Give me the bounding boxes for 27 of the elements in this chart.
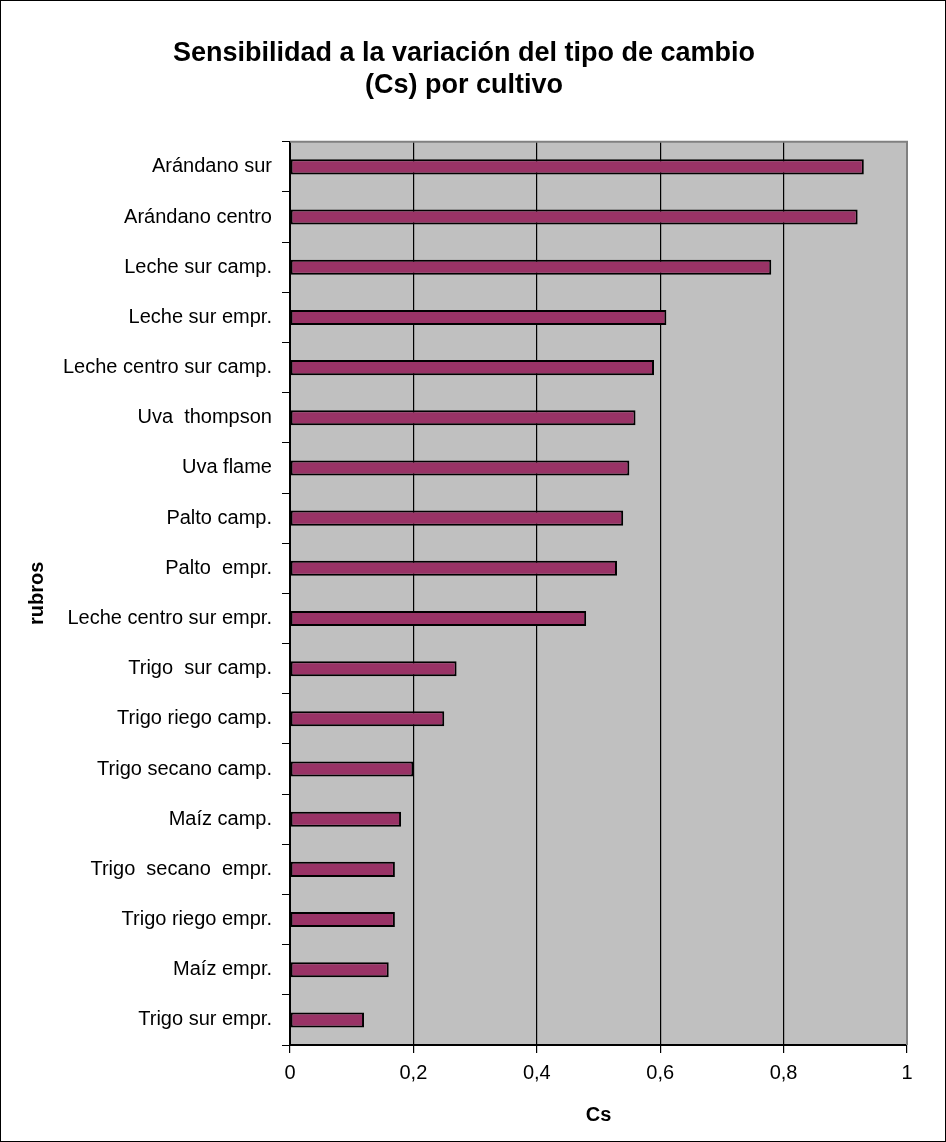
y-tick-label: Trigo sur empr. bbox=[138, 1007, 272, 1030]
y-tick-label: Palto empr. bbox=[165, 555, 272, 578]
y-tick-label: Maíz empr. bbox=[173, 957, 272, 980]
y-tick-label: Uva flame bbox=[181, 455, 272, 478]
x-tick-label: 0,4 bbox=[522, 1060, 551, 1083]
x-tick-label: 0,6 bbox=[646, 1060, 675, 1083]
y-tick-label: Trigo riego camp. bbox=[117, 706, 272, 729]
y-tick-label: Maíz camp. bbox=[168, 806, 272, 829]
x-tick-label: 0,8 bbox=[769, 1060, 798, 1083]
y-axis-title: rubros bbox=[24, 561, 47, 626]
chart-title: Sensibilidad a la variación del tipo de cambio (Cs) por cultivo bbox=[172, 36, 756, 100]
y-tick-label: Leche centro sur empr. bbox=[67, 606, 272, 628]
y-tick-label: Trigo secano empr. bbox=[90, 856, 272, 879]
y-tick-label: Trigo sur camp. bbox=[128, 656, 272, 679]
y-tick-label: Arándano sur bbox=[151, 154, 273, 177]
y-tick-label: Leche sur camp. bbox=[124, 254, 272, 277]
x-axis-title: Cs bbox=[585, 1102, 612, 1125]
y-tick-label: Palto camp. bbox=[166, 505, 272, 528]
y-tick-label: Arándano centro bbox=[124, 204, 272, 227]
y-tick-label: Uva thompson bbox=[137, 405, 272, 428]
y-tick-label: Trigo secano camp. bbox=[97, 756, 272, 779]
y-tick-label: Leche sur empr. bbox=[128, 304, 272, 327]
x-tick-label: 1 bbox=[901, 1060, 913, 1083]
y-tick-label: Leche centro sur camp. bbox=[62, 355, 272, 378]
y-tick-label: Trigo riego empr. bbox=[121, 907, 272, 930]
x-tick-label: 0 bbox=[284, 1060, 296, 1083]
x-tick-label: 0,2 bbox=[399, 1060, 428, 1083]
